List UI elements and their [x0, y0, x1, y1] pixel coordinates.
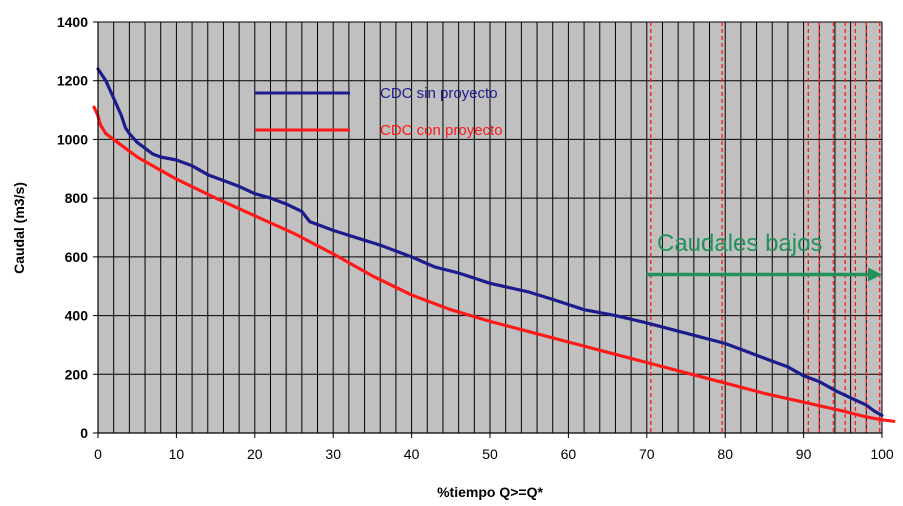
y-tick-label: 1000 — [57, 131, 88, 147]
x-tick-label: 70 — [639, 446, 655, 462]
legend-label-con-proyecto: CDC con proyecto — [380, 122, 503, 139]
y-tick-label: 800 — [65, 190, 89, 206]
low-flow-label: Caudales bajos — [657, 230, 822, 257]
low-flow-dashed-lines — [650, 22, 881, 433]
y-axis-label: Caudal (m3/s) — [11, 182, 27, 274]
horizontal-gridlines — [98, 21, 882, 375]
x-tick-labels: 0 10 20 30 40 50 60 70 80 90 100 — [94, 433, 894, 462]
x-tick-label: 40 — [404, 446, 420, 462]
x-tick-label: 20 — [247, 446, 263, 462]
y-tick-label: 400 — [65, 308, 89, 324]
x-tick-label: 90 — [796, 446, 812, 462]
legend: CDC sin proyecto CDC con proyecto — [255, 85, 503, 139]
series-line-0 — [96, 67, 884, 417]
y-tick-label: 200 — [65, 366, 89, 382]
low-flow-arrow-head — [868, 267, 882, 282]
y-tick-label: 1400 — [57, 14, 88, 30]
x-tick-label: 30 — [325, 446, 341, 462]
vertical-gridlines — [113, 22, 883, 433]
x-tick-label: 60 — [561, 446, 577, 462]
y-tick-labels: 0 200 400 600 800 1000 1200 1400 — [57, 14, 98, 441]
y-tick-label: 0 — [80, 425, 88, 441]
x-tick-label: 50 — [482, 446, 498, 462]
series-line-1 — [92, 105, 896, 423]
x-tick-label: 100 — [870, 446, 894, 462]
x-tick-label: 10 — [169, 446, 185, 462]
x-tick-label: 0 — [94, 446, 102, 462]
low-flow-arrow — [646, 267, 882, 282]
legend-label-sin-proyecto: CDC sin proyecto — [380, 85, 498, 102]
y-tick-label: 600 — [65, 249, 89, 265]
series-lines — [92, 67, 896, 423]
x-axis-label: %tiempo Q>=Q* — [437, 484, 543, 500]
x-tick-label: 80 — [717, 446, 733, 462]
y-tick-label: 1200 — [57, 73, 88, 89]
